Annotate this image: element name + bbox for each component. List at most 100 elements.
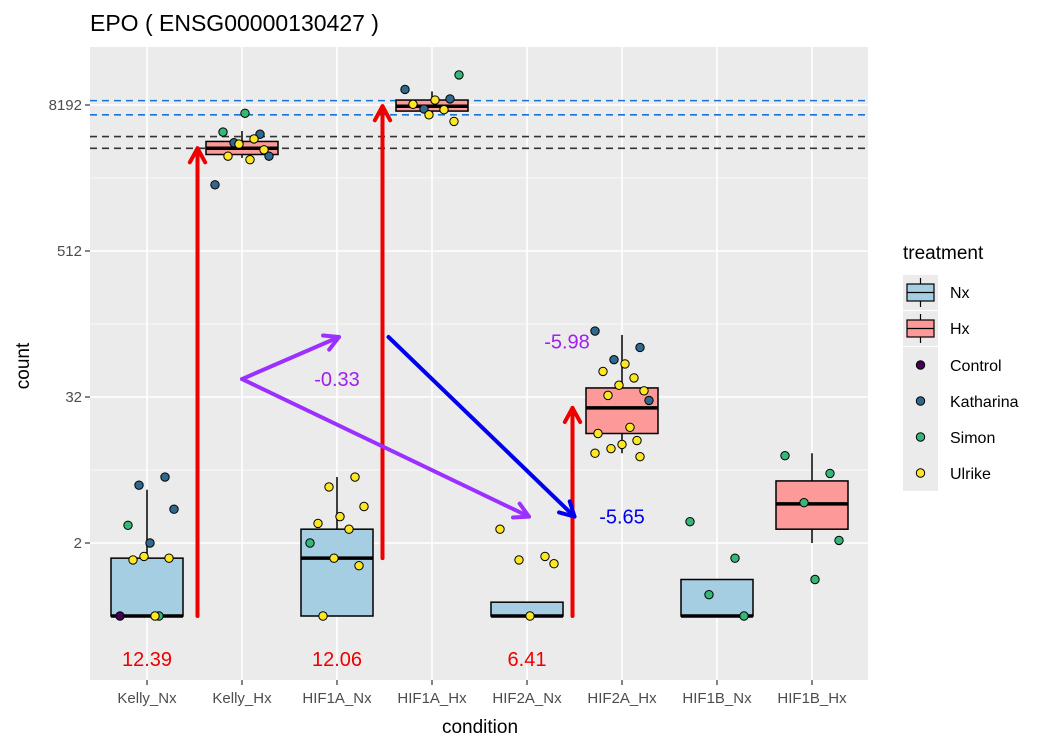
- point-ulrike: [234, 139, 244, 149]
- point-ulrike: [344, 524, 354, 534]
- point-katharina: [644, 395, 654, 406]
- point-katharina: [590, 326, 600, 336]
- point-ulrike: [139, 551, 149, 562]
- y-tick-label: 32: [65, 389, 82, 406]
- point-simon: [810, 574, 820, 585]
- arrow-head: [187, 146, 208, 165]
- arrow-shaft: [386, 334, 577, 519]
- box-HIF1B_Nx: [680, 578, 754, 618]
- point-katharina: [160, 472, 170, 482]
- points-layer: [115, 70, 844, 621]
- box-HIF1B_Hx: [775, 453, 849, 543]
- x-tick-label: HIF1A_Nx: [302, 690, 372, 707]
- purple-arrow-hif1a: [240, 333, 341, 382]
- point-ulrike: [549, 558, 559, 569]
- legend-entry-simon: Simon: [903, 419, 995, 455]
- point-simon: [704, 589, 714, 600]
- red-arrow-kelly: [187, 146, 208, 618]
- point-ulrike: [629, 373, 639, 383]
- point-ulrike: [439, 104, 449, 115]
- legend-key-point: [915, 360, 926, 370]
- point-ulrike: [150, 611, 160, 621]
- annotation-label: 6.41: [508, 649, 547, 671]
- point-ulrike: [313, 518, 323, 529]
- reference-lines: [90, 99, 868, 150]
- legend-label: Hx: [950, 321, 970, 338]
- arrow-head: [321, 333, 341, 352]
- point-simon: [454, 70, 464, 80]
- point-ulrike: [540, 551, 550, 562]
- point-katharina: [609, 354, 619, 365]
- legend: treatment Nx Hx Control Katharina Simon Ulrike: [903, 243, 1019, 491]
- legend-label: Nx: [950, 285, 970, 302]
- x-axis: Kelly_Nx Kelly_Hx HIF1A_Nx HIF1A_Hx HIF2A_Nx…: [117, 680, 847, 707]
- arrow-shaft: [240, 334, 341, 382]
- point-simon: [240, 108, 250, 118]
- box-rect: [300, 528, 374, 617]
- point-ulrike: [329, 553, 339, 563]
- annotation-label: -0.33: [314, 369, 360, 391]
- point-simon: [739, 611, 749, 621]
- point-katharina: [419, 104, 429, 114]
- legend-key-point: [915, 432, 926, 442]
- annotation-label: 12.06: [312, 649, 362, 671]
- x-tick-label: HIF1A_Hx: [397, 690, 467, 707]
- legend-label: Katharina: [950, 394, 1019, 411]
- box-rect: [680, 578, 754, 617]
- x-tick-label: HIF2A_Nx: [492, 690, 562, 707]
- point-simon: [685, 516, 695, 527]
- point-ulrike: [639, 386, 649, 396]
- legend-label: Ulrike: [950, 466, 991, 483]
- point-katharina: [264, 151, 274, 161]
- arrow-head: [511, 501, 531, 520]
- point-simon: [123, 520, 133, 530]
- point-ulrike: [620, 359, 630, 369]
- point-ulrike: [617, 439, 627, 450]
- point-simon: [780, 450, 790, 461]
- point-katharina: [134, 480, 144, 490]
- point-ulrike: [350, 472, 360, 482]
- annotations-layer: 12.39 12.06 6.41 -0.33 -5.98 -5.65: [122, 331, 645, 671]
- legend-key-point: [915, 468, 926, 478]
- x-tick-label: Kelly_Hx: [212, 690, 272, 707]
- point-ulrike: [408, 99, 418, 110]
- point-ulrike: [318, 611, 328, 621]
- arrows-layer: [187, 104, 583, 618]
- point-ulrike: [598, 366, 608, 377]
- legend-label: Simon: [950, 430, 995, 447]
- point-ulrike: [593, 428, 603, 439]
- legend-entry-ulrike: Ulrike: [903, 455, 991, 491]
- point-simon: [305, 538, 315, 548]
- x-tick-label: HIF2A_Hx: [587, 690, 657, 707]
- point-ulrike: [354, 560, 364, 571]
- annotation-label: -5.65: [599, 507, 645, 529]
- point-ulrike: [128, 555, 138, 565]
- legend-entry-hx: Hx: [903, 311, 970, 346]
- point-katharina: [169, 504, 179, 514]
- point-ulrike: [590, 448, 600, 458]
- point-simon: [218, 127, 228, 137]
- point-ulrike: [625, 422, 635, 432]
- annotation-label: 12.39: [122, 649, 172, 671]
- y-tick-label: 512: [57, 243, 82, 260]
- legend-entry-nx: Nx: [903, 275, 970, 310]
- chart-title: EPO ( ENSG00000130427 ): [90, 10, 379, 36]
- x-axis-label: condition: [442, 717, 518, 738]
- point-ulrike: [495, 524, 505, 534]
- point-ulrike: [632, 435, 642, 446]
- point-ulrike: [223, 151, 233, 161]
- point-katharina: [145, 538, 155, 548]
- point-ulrike: [324, 482, 334, 492]
- legend-entry-katharina: Katharina: [903, 383, 1019, 419]
- point-simon: [834, 535, 844, 546]
- point-katharina: [445, 94, 455, 104]
- annotation-label: -5.98: [544, 331, 590, 353]
- blue-arrow-hif2a: [386, 334, 577, 519]
- arrow-head: [562, 405, 583, 424]
- point-ulrike: [603, 390, 613, 401]
- point-ulrike: [635, 451, 645, 462]
- point-ulrike: [359, 501, 369, 512]
- arrow-head: [372, 104, 393, 123]
- point-ulrike: [525, 611, 535, 621]
